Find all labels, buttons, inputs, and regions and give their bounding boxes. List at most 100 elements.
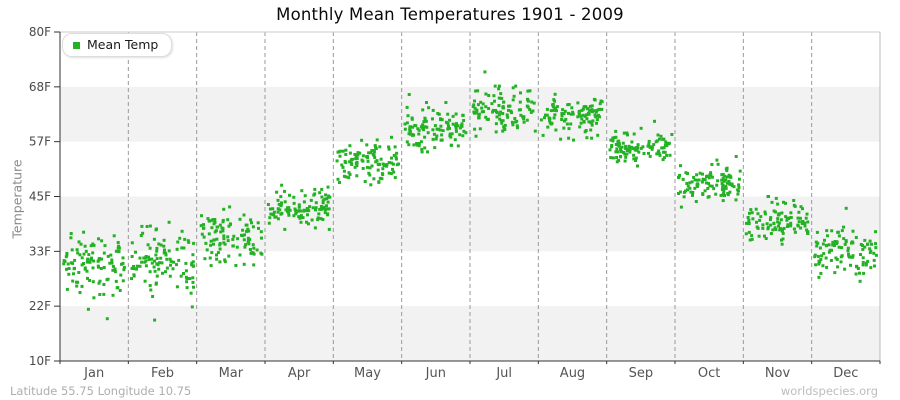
scatter-point xyxy=(781,228,784,232)
scatter-point xyxy=(663,150,667,154)
scatter-point xyxy=(403,127,407,131)
scatter-point xyxy=(481,102,485,106)
scatter-point xyxy=(581,113,585,117)
scatter-point xyxy=(511,98,515,102)
scatter-point xyxy=(387,147,391,151)
scatter-point xyxy=(152,237,156,241)
scatter-point xyxy=(184,269,188,273)
scatter-point xyxy=(244,223,248,227)
scatter-point xyxy=(376,168,380,172)
scatter-point xyxy=(200,232,204,236)
scatter-point xyxy=(113,267,117,271)
scatter-point xyxy=(374,145,377,149)
scatter-point xyxy=(833,271,837,275)
scatter-point xyxy=(624,147,628,150)
x-axis-month-label: Oct xyxy=(698,366,720,381)
scatter-point xyxy=(698,171,702,175)
scatter-point xyxy=(431,128,435,132)
scatter-point xyxy=(163,248,166,252)
scatter-point xyxy=(630,140,634,144)
scatter-point xyxy=(421,123,425,127)
scatter-point xyxy=(184,261,188,265)
scatter-point xyxy=(431,137,435,141)
scatter-point xyxy=(715,158,719,162)
scatter-point xyxy=(863,245,867,249)
scatter-point xyxy=(387,161,391,164)
scatter-point xyxy=(284,208,288,212)
scatter-point xyxy=(269,212,273,216)
scatter-point xyxy=(447,125,450,128)
scatter-point xyxy=(287,213,291,217)
scatter-point xyxy=(737,185,741,189)
scatter-point xyxy=(365,165,369,169)
scatter-point xyxy=(768,218,772,222)
scatter-point xyxy=(614,135,618,139)
scatter-point xyxy=(200,214,203,218)
scatter-point xyxy=(622,131,626,135)
scatter-point xyxy=(280,183,284,187)
scatter-point xyxy=(526,99,530,103)
scatter-point xyxy=(587,111,590,115)
scatter-point xyxy=(801,207,804,211)
scatter-point xyxy=(222,237,226,241)
scatter-point xyxy=(819,258,823,261)
scatter-point xyxy=(827,250,831,254)
scatter-point xyxy=(227,224,231,228)
scatter-point xyxy=(637,150,641,154)
scatter-point xyxy=(562,112,566,116)
scatter-point xyxy=(368,173,372,177)
scatter-point xyxy=(817,275,821,279)
legend[interactable]: Mean Temp xyxy=(62,33,173,57)
scatter-point xyxy=(338,181,341,184)
scatter-point xyxy=(311,206,315,210)
scatter-point xyxy=(394,155,398,159)
scatter-point xyxy=(588,109,592,113)
scatter-point xyxy=(872,258,876,262)
scatter-point xyxy=(502,100,506,104)
scatter-point xyxy=(756,226,760,230)
scatter-point xyxy=(242,238,246,242)
scatter-point xyxy=(715,183,719,187)
scatter-point xyxy=(247,239,250,243)
scatter-point xyxy=(316,216,320,220)
scatter-point xyxy=(477,114,481,118)
scatter-point xyxy=(829,259,833,262)
scatter-point xyxy=(866,242,870,246)
scatter-point xyxy=(825,243,828,247)
scatter-point xyxy=(780,211,784,215)
scatter-point xyxy=(219,230,223,234)
scatter-point xyxy=(497,96,501,100)
scatter-point xyxy=(144,264,148,268)
scatter-point xyxy=(82,230,86,234)
scatter-point xyxy=(336,177,340,181)
scatter-point xyxy=(182,272,185,275)
scatter-point xyxy=(325,197,329,201)
scatter-point xyxy=(165,266,169,270)
scatter-point xyxy=(272,210,276,214)
scatter-point xyxy=(88,279,92,282)
x-axis-month-label: May xyxy=(354,366,381,381)
scatter-point xyxy=(117,244,121,248)
scatter-point xyxy=(806,230,810,234)
scatter-point xyxy=(391,162,395,166)
scatter-point xyxy=(874,246,878,250)
attribution-link[interactable]: worldspecies.org xyxy=(780,384,878,398)
scatter-point xyxy=(175,247,179,251)
scatter-point xyxy=(714,192,718,196)
scatter-point xyxy=(825,265,829,269)
scatter-point xyxy=(347,176,351,180)
scatter-point xyxy=(745,221,748,225)
scatter-point xyxy=(471,105,475,109)
scatter-point xyxy=(65,267,68,271)
scatter-point xyxy=(185,280,189,284)
scatter-point xyxy=(188,277,192,281)
scatter-point xyxy=(744,232,748,236)
scatter-point xyxy=(495,111,499,115)
scatter-point xyxy=(508,104,512,108)
scatter-point xyxy=(292,201,296,205)
scatter-point xyxy=(665,153,669,157)
scatter-point xyxy=(204,241,208,245)
scatter-point xyxy=(355,164,359,168)
scatter-point xyxy=(423,135,427,139)
